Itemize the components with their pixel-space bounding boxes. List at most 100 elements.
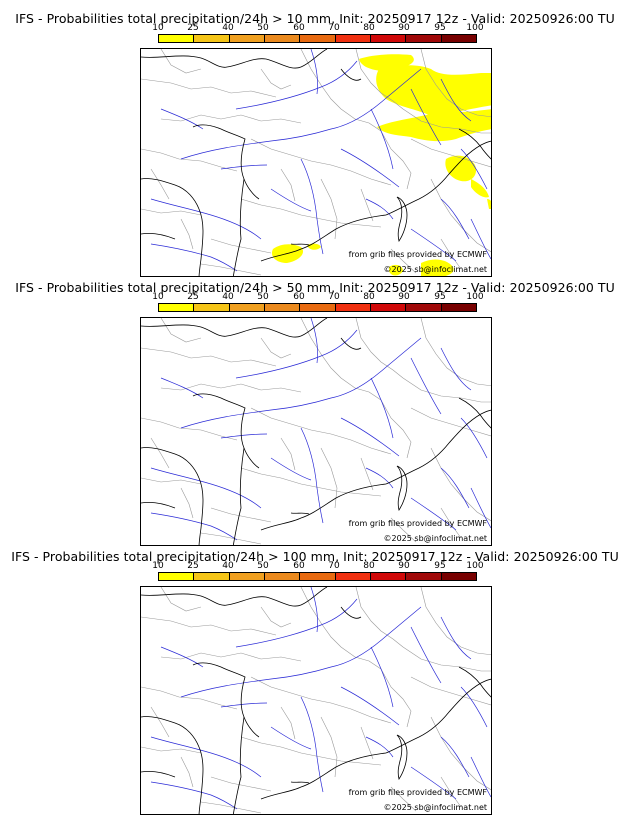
river	[440, 198, 470, 240]
coastline	[192, 124, 260, 200]
river	[460, 148, 488, 190]
colorbar-tick-label: 90	[398, 23, 410, 33]
colorbar-swatch	[229, 304, 265, 311]
colorbar-tick-label: 90	[398, 561, 410, 571]
river	[150, 243, 238, 272]
coastline	[141, 232, 176, 240]
coastline	[385, 409, 491, 485]
admin-border	[210, 238, 272, 254]
river	[470, 218, 491, 260]
source-credit: from grib files provided by ECMWF	[348, 250, 487, 259]
colorbar-boxes	[158, 34, 477, 43]
river	[300, 158, 324, 255]
admin-border	[240, 198, 382, 228]
coastline	[385, 140, 491, 216]
river	[300, 696, 324, 793]
river	[440, 78, 472, 122]
river	[220, 164, 268, 170]
colorbar-swatch	[194, 573, 230, 580]
colorbar: 10 25 40 50 60 70 80 90 95 100	[152, 292, 484, 322]
colorbar-swatch	[335, 573, 371, 580]
admin-border	[250, 138, 392, 186]
river	[460, 417, 488, 459]
colorbar-tick-label: 70	[328, 292, 340, 302]
admin-border	[390, 517, 417, 543]
coastline	[141, 49, 328, 69]
admin-border	[200, 263, 262, 276]
admin-border	[210, 507, 272, 523]
colorbar-tick-label: 95	[434, 561, 446, 571]
colorbar-swatch	[264, 35, 301, 42]
colorbar-swatch	[159, 573, 195, 580]
colorbar-swatch	[335, 304, 371, 311]
admin-border	[141, 477, 202, 485]
river	[180, 68, 422, 160]
rain-probability-area	[421, 259, 454, 276]
admin-border	[150, 168, 170, 200]
river	[180, 606, 422, 698]
admin-border	[180, 756, 194, 788]
admin-border	[380, 399, 412, 459]
colorbar-tick-label: 25	[187, 23, 199, 33]
colorbar-boxes	[158, 572, 477, 581]
colorbar-tick-label: 50	[257, 561, 269, 571]
admin-border	[260, 68, 292, 90]
river	[180, 337, 422, 429]
colorbar-swatch	[406, 35, 442, 42]
colorbar-tick-label: 100	[466, 292, 484, 302]
colorbar-swatch	[194, 35, 230, 42]
river	[370, 377, 394, 439]
admin-border	[141, 208, 202, 216]
coastline	[290, 243, 310, 246]
colorbar-swatch	[300, 304, 336, 311]
admin-border	[420, 49, 491, 118]
river	[440, 616, 472, 660]
colorbar-swatch	[264, 573, 301, 580]
forecast-map: from grib files provided by ECMWF ©2025 …	[140, 48, 492, 277]
river	[460, 686, 488, 728]
river	[365, 467, 394, 489]
river	[410, 766, 457, 800]
admin-border	[360, 726, 374, 760]
admin-border	[150, 437, 170, 469]
river	[160, 108, 204, 130]
admin-border	[141, 347, 277, 367]
admin-border	[280, 437, 296, 471]
colorbar-swatch	[441, 304, 476, 311]
coastline	[458, 128, 491, 160]
river	[150, 198, 262, 240]
admin-border	[300, 318, 382, 401]
admin-border	[160, 114, 302, 124]
panel-title: IFS - Probabilities total precipitation/…	[15, 11, 615, 26]
map-svg	[141, 318, 491, 545]
river	[235, 60, 358, 110]
river	[310, 49, 318, 95]
colorbar-tick-label: 95	[434, 292, 446, 302]
admin-border	[355, 318, 404, 379]
admin-border	[250, 676, 392, 724]
admin-border	[355, 49, 404, 110]
colorbar-swatch	[370, 573, 407, 580]
copyright-credit: ©2025 sb@infoclimat.net	[383, 534, 488, 543]
river	[310, 587, 318, 633]
admin-border	[280, 168, 296, 202]
map-panel-50mm: IFS - Probabilities total precipitation/…	[0, 0, 630, 546]
admin-border	[180, 218, 194, 250]
river	[270, 726, 312, 750]
admin-border	[410, 407, 491, 437]
source-credit: from grib files provided by ECMWF	[348, 788, 487, 797]
river	[370, 646, 394, 708]
admin-border	[160, 587, 202, 612]
coastline	[232, 178, 245, 276]
coastline	[396, 734, 408, 780]
coastline	[141, 587, 328, 607]
admin-border	[360, 457, 374, 491]
forecast-map: from grib files provided by ECMWF ©2025 …	[140, 586, 492, 815]
admin-border	[430, 716, 491, 791]
coastline	[192, 662, 260, 738]
colorbar-swatch	[370, 35, 407, 42]
river	[410, 497, 457, 531]
colorbar-tick-label: 10	[152, 292, 164, 302]
map-panel-10mm: IFS - Probabilities total precipitation/…	[0, 0, 630, 277]
colorbar-tick-label: 80	[363, 561, 375, 571]
